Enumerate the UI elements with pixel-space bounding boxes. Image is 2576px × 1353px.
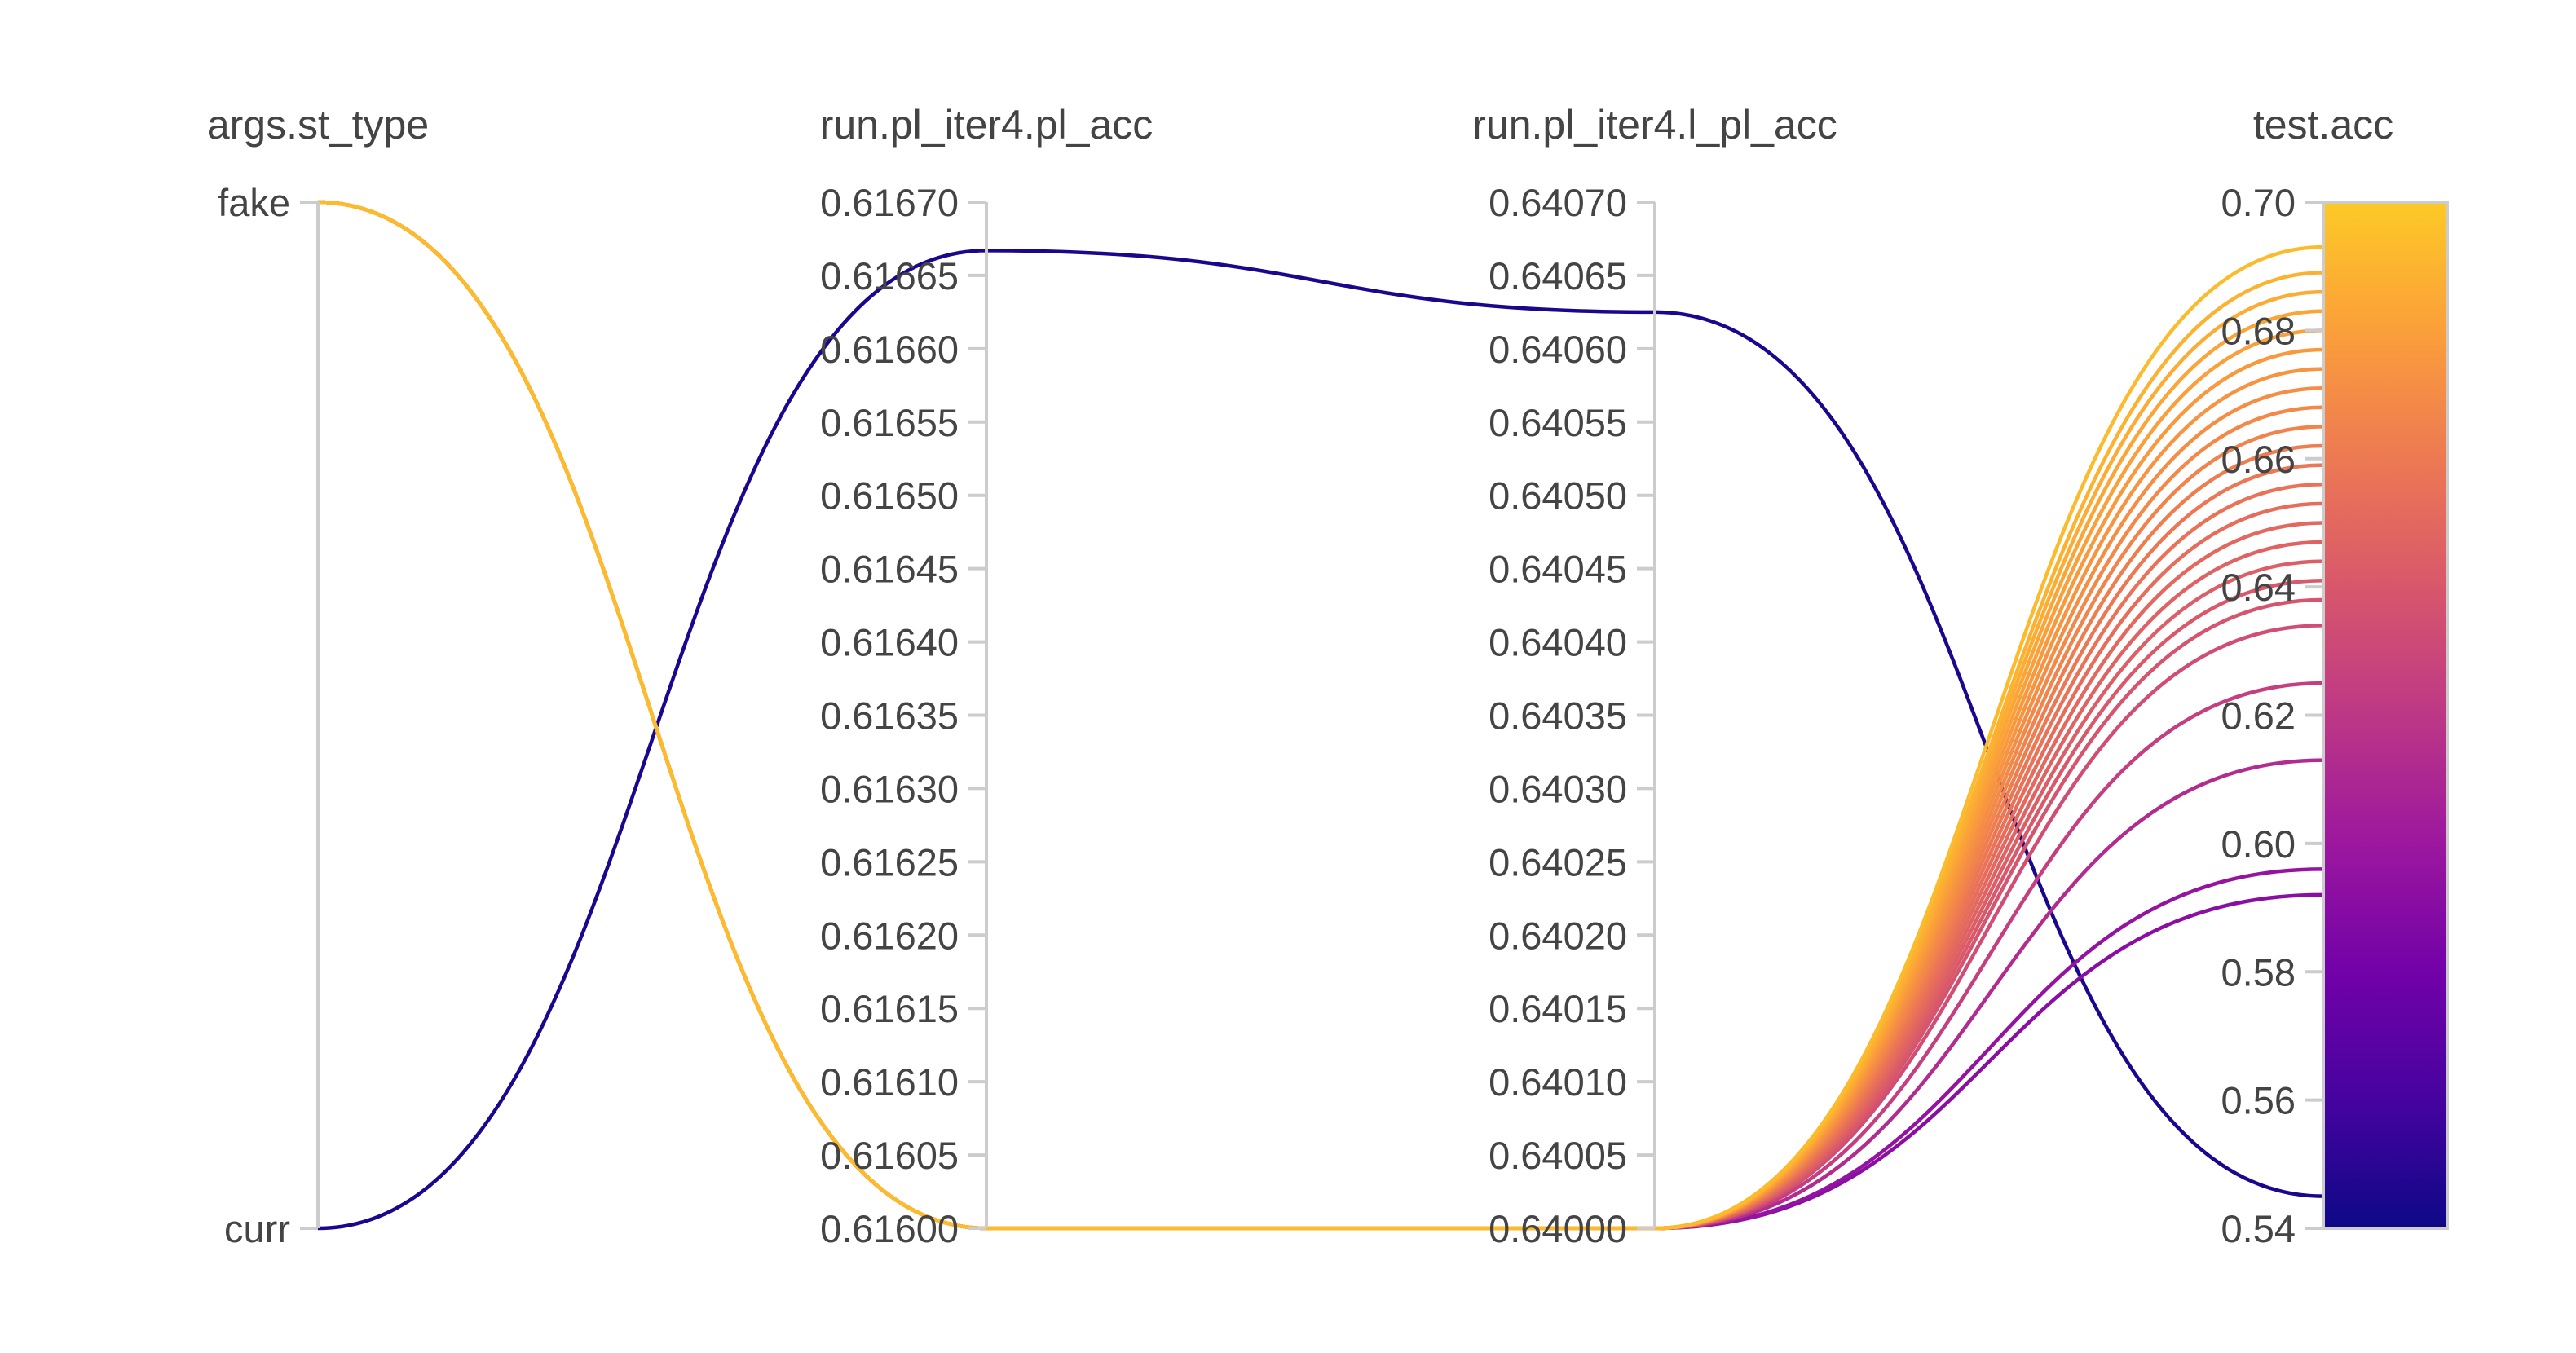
run-line-25[interactable]: [317, 200, 2324, 1231]
tick-label: 0.64060: [1489, 328, 1627, 371]
colorbar[interactable]: [2322, 201, 2449, 1230]
tick-label: curr: [224, 1207, 290, 1250]
axis-run-pl-iter4-l-pl-acc: run.pl_iter4.l_pl_acc 0.64000 0.64005 0.640…: [1472, 102, 1837, 1250]
tick-label: 0.61610: [820, 1060, 959, 1104]
tick-label: 0.56: [2221, 1079, 2296, 1122]
tick-label: 0.61615: [820, 987, 959, 1030]
tick-label: 0.64045: [1489, 548, 1627, 591]
axis-title[interactable]: args.st_type: [207, 102, 429, 148]
tick-label: 0.64040: [1489, 621, 1627, 664]
run-line-1[interactable]: [317, 249, 2324, 1231]
tick-label: 0.61650: [820, 474, 959, 518]
tick-label: 0.61645: [820, 548, 959, 591]
run-line-19[interactable]: [317, 200, 2324, 1231]
tick-label: 0.64050: [1489, 474, 1627, 518]
tick-label: 0.64065: [1489, 254, 1627, 297]
axis-title[interactable]: test.acc: [2253, 102, 2393, 148]
tick-label: 0.61620: [820, 914, 959, 957]
axis-title[interactable]: run.pl_iter4.l_pl_acc: [1472, 102, 1837, 148]
run-lines: [317, 200, 2324, 1231]
tick-label: 0.64025: [1489, 840, 1627, 884]
tick-label: 0.61670: [820, 181, 959, 224]
tick-label: 0.58: [2221, 950, 2296, 994]
tick-label: 0.62: [2221, 694, 2296, 738]
axis-title[interactable]: run.pl_iter4.pl_acc: [820, 102, 1153, 148]
tick-label: 0.61630: [820, 767, 959, 810]
tick-label: 0.68: [2221, 309, 2296, 352]
axis-test-acc: test.acc 0.54 0.56 0.58 0.60 0.62 0.64 0.66 0.68…: [2221, 102, 2449, 1250]
tick-label: 0.64015: [1489, 987, 1627, 1030]
tick-label: 0.61655: [820, 401, 959, 444]
tick-label: 0.61605: [820, 1134, 959, 1177]
tick-label: 0.54: [2221, 1207, 2296, 1250]
tick-label: 0.64035: [1489, 694, 1627, 738]
tick-label: 0.64000: [1489, 1207, 1627, 1250]
tick-label: 0.64020: [1489, 914, 1627, 957]
tick-label: 0.61665: [820, 254, 959, 297]
tick-label: 0.64010: [1489, 1060, 1627, 1104]
tick-label: 0.64055: [1489, 401, 1627, 444]
tick-label: fake: [218, 181, 290, 224]
tick-label: 0.61640: [820, 621, 959, 664]
tick-label: 0.61660: [820, 328, 959, 371]
tick-label: 0.70: [2221, 181, 2296, 224]
tick-label: 0.64030: [1489, 767, 1627, 810]
tick-label: 0.66: [2221, 438, 2296, 481]
tick-label: 0.61625: [820, 840, 959, 884]
tick-label: 0.64070: [1489, 181, 1627, 224]
tick-label: 0.64: [2221, 566, 2296, 609]
tick-label: 0.60: [2221, 822, 2296, 866]
tick-label: 0.61600: [820, 1207, 959, 1250]
tick-label: 0.61635: [820, 694, 959, 738]
tick-label: 0.64005: [1489, 1134, 1627, 1177]
axis-run-pl-iter4-pl-acc: run.pl_iter4.pl_acc 0.61600 0.61605 0.61610…: [820, 102, 1153, 1250]
